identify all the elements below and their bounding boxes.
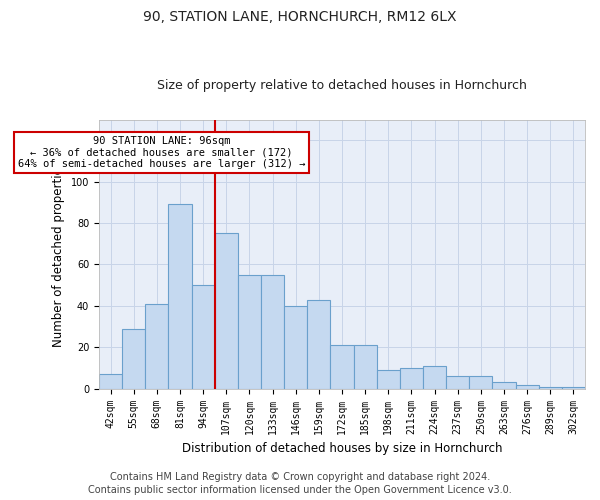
Bar <box>307 300 331 388</box>
Y-axis label: Number of detached properties: Number of detached properties <box>52 161 65 347</box>
Text: Contains HM Land Registry data © Crown copyright and database right 2024.
Contai: Contains HM Land Registry data © Crown c… <box>88 472 512 495</box>
X-axis label: Distribution of detached houses by size in Hornchurch: Distribution of detached houses by size … <box>182 442 502 455</box>
Bar <box>562 386 585 388</box>
Bar <box>261 275 284 388</box>
Bar <box>353 345 377 389</box>
Bar <box>493 382 515 388</box>
Bar <box>515 384 539 388</box>
Bar <box>99 374 122 388</box>
Bar <box>446 376 469 388</box>
Bar <box>169 204 191 388</box>
Bar <box>145 304 169 388</box>
Title: Size of property relative to detached houses in Hornchurch: Size of property relative to detached ho… <box>157 79 527 92</box>
Bar <box>539 386 562 388</box>
Text: 90, STATION LANE, HORNCHURCH, RM12 6LX: 90, STATION LANE, HORNCHURCH, RM12 6LX <box>143 10 457 24</box>
Bar <box>215 234 238 388</box>
Bar <box>423 366 446 388</box>
Bar <box>377 370 400 388</box>
Bar <box>400 368 423 388</box>
Bar <box>469 376 493 388</box>
Bar <box>284 306 307 388</box>
Text: 90 STATION LANE: 96sqm
← 36% of detached houses are smaller (172)
64% of semi-de: 90 STATION LANE: 96sqm ← 36% of detached… <box>18 136 305 170</box>
Bar <box>122 328 145 388</box>
Bar <box>331 345 353 389</box>
Bar <box>238 275 261 388</box>
Bar <box>191 285 215 389</box>
